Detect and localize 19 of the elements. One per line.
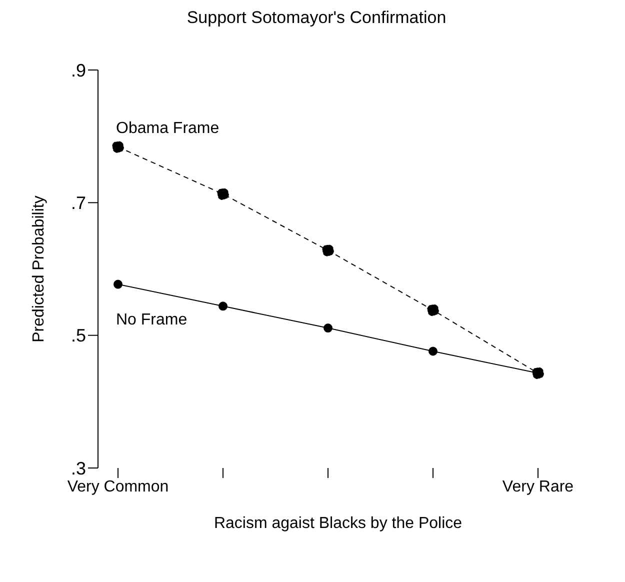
- point: [427, 304, 439, 316]
- chart-title: Support Sotomayor's Confirmation: [186, 8, 448, 28]
- point: [324, 324, 332, 333]
- x-tick-label: Very Rare: [502, 478, 574, 496]
- y-tick-label: .3: [70, 458, 86, 478]
- x-tick-label: Very Common: [67, 478, 169, 496]
- point: [112, 140, 124, 153]
- point: [217, 188, 229, 200]
- y-tick-label: .7: [70, 193, 86, 214]
- series-label: Obama Frame: [116, 120, 220, 137]
- point: [322, 244, 334, 256]
- y-axis-title: Predicted Probability: [30, 196, 48, 342]
- y-tick-label: .5: [70, 326, 86, 346]
- point: [114, 280, 122, 289]
- point: [428, 346, 438, 356]
- point: [218, 302, 228, 311]
- y-tick-label: .9: [70, 60, 86, 80]
- series-label: No Frame: [116, 311, 188, 328]
- x-axis-title: Racism agaist Blacks by the Police: [214, 515, 462, 532]
